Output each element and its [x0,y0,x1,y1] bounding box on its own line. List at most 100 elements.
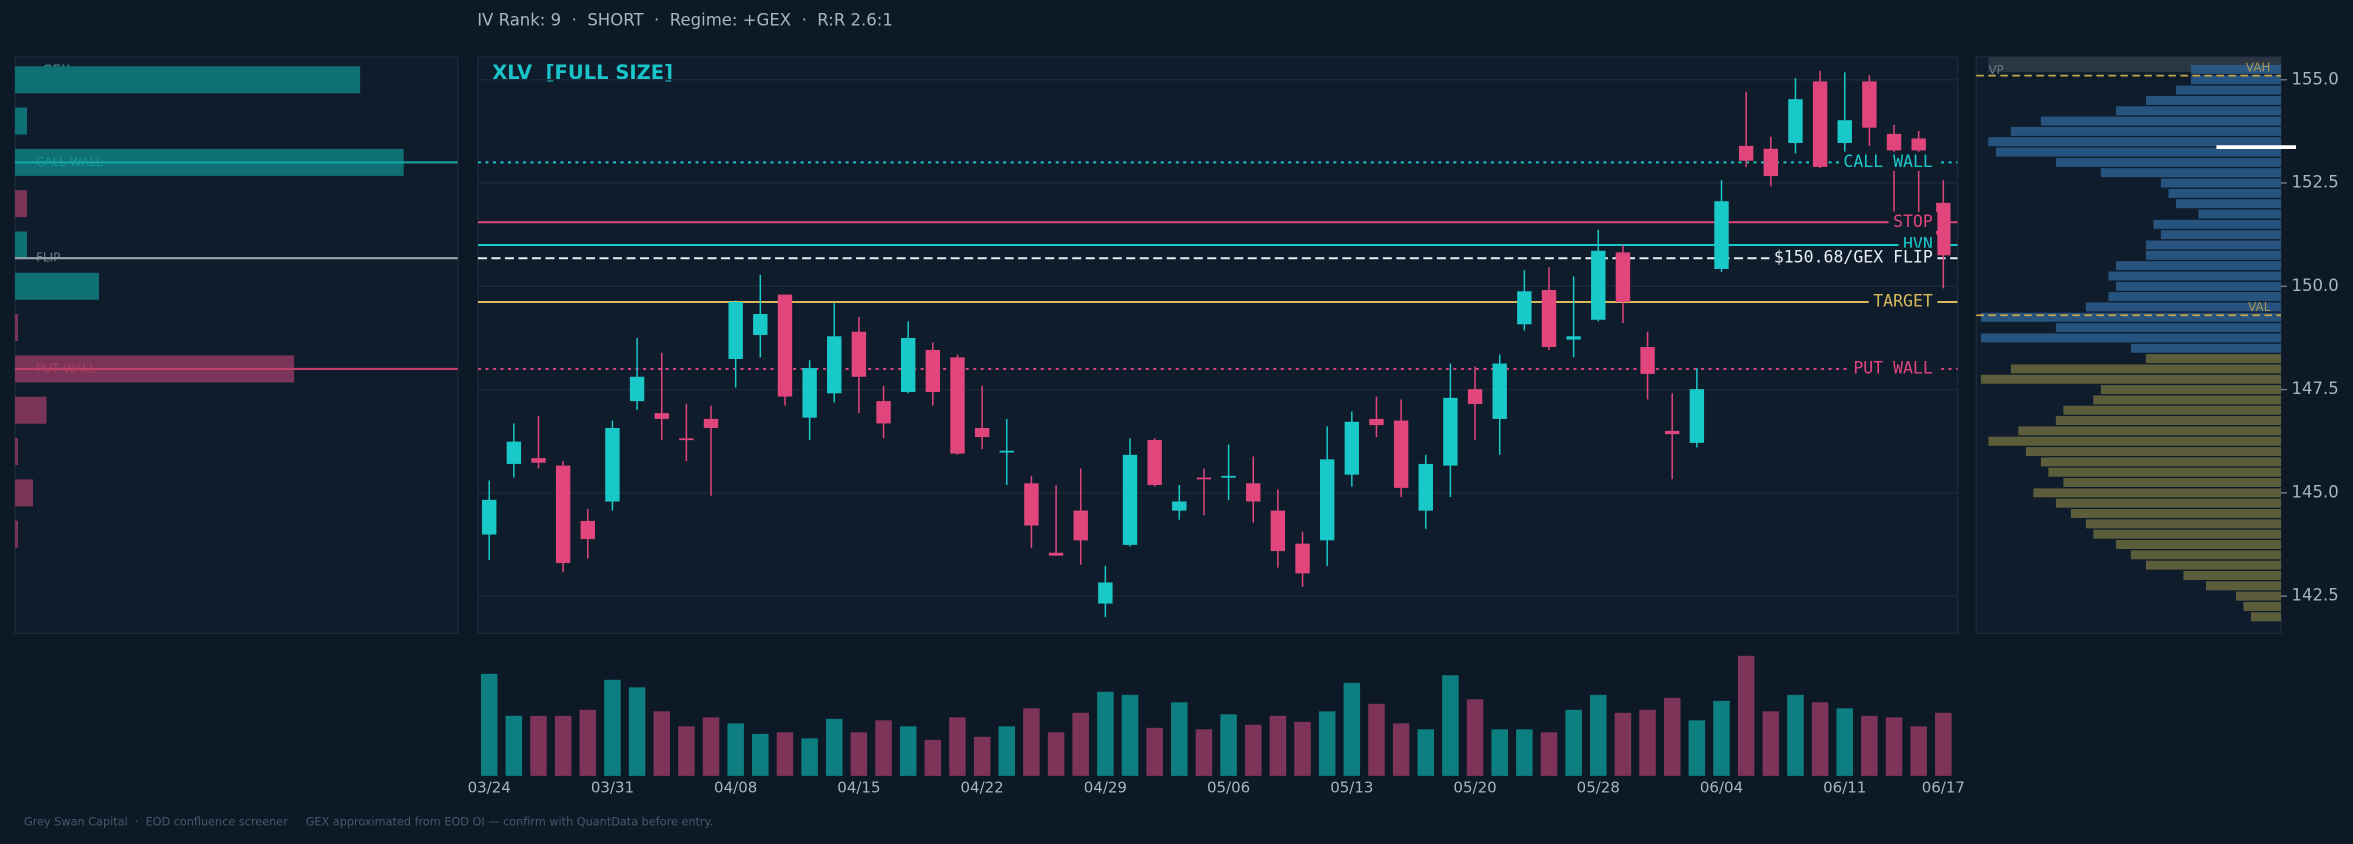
volume-bar [1047,732,1065,776]
candle-body [1738,145,1754,161]
y-tick-label: 142.5 [2291,586,2338,605]
volume-bar [850,732,868,776]
candle-body [1862,81,1877,128]
volume-bar [1171,702,1188,776]
profile-bar [2055,157,2281,167]
candle-body [1246,483,1261,502]
x-tick-label: 04/29 [1084,778,1127,796]
volume-bar [480,673,498,776]
volume-bar [1614,712,1632,776]
profile-bar [2040,457,2281,467]
gex-line-label: PUT WALL [36,361,96,375]
volume-bar [1146,727,1163,776]
profile-bar [2010,364,2281,374]
volume-bar [825,718,843,776]
gex-line-label: FLIP [36,251,60,265]
x-tick-label: 05/06 [1207,778,1250,796]
x-tick-label: 05/28 [1577,778,1620,796]
volume-bar [1343,682,1361,776]
profile-bar [2115,281,2281,291]
volume-bar [579,709,597,776]
candle-body [1541,290,1557,348]
profile-bar [2145,250,2281,260]
profile-bar [2055,323,2281,333]
candle-body [1270,510,1286,552]
candle-body [1443,397,1458,466]
candle-body [1788,99,1803,143]
volume-bar [998,726,1016,776]
volume-bar [924,739,942,776]
y-tick-label: 155.0 [2291,69,2338,88]
footer: Grey Swan Capital · EOD confluence scree… [24,815,713,828]
gex-bar [15,479,34,507]
profile-bar [2040,116,2281,126]
volume-bar [1688,720,1706,776]
candle-body [1936,202,1951,256]
profile-bar [2063,478,2281,488]
volume-bar [1861,715,1878,776]
candle-body [1196,477,1212,480]
candle-body [950,357,965,454]
candle-body [1615,252,1631,303]
gex-bar [15,272,100,300]
profile-bar [2235,591,2281,601]
volume-bar [973,736,991,776]
profile-bar [2175,199,2281,209]
profile-bar [2070,508,2281,518]
profile-bar [2168,188,2281,198]
profile-bar [2010,126,2281,136]
profile-bar [2145,354,2281,364]
profile-bar [2130,343,2281,353]
profile-bar [2145,240,2281,250]
profile-bar [2108,292,2281,302]
header: IV Rank: 9 · SHORT · Regime: +GEX · R:R … [477,11,893,30]
volume-bar [1269,715,1287,776]
volume-bar [1787,694,1804,776]
x-tick-label: 03/31 [591,778,634,796]
candle-body [703,418,719,428]
volume-bar [1097,691,1114,776]
profile-bar [2190,64,2281,74]
candle-body [1911,138,1926,151]
x-tick-label: 03/24 [468,778,511,796]
candle-body [1640,347,1655,374]
profile-bar [2115,261,2281,271]
profile-bar [2250,612,2281,622]
volume-bar [1565,709,1582,776]
x-tick-label: 04/15 [837,778,880,796]
profile-bar [2063,405,2281,415]
candle-body [1024,483,1039,526]
candle-body [1763,148,1779,177]
level-label-bg [1868,291,1938,311]
x-tick-label: 06/11 [1823,778,1866,796]
candle-body [1418,463,1433,511]
volume-bar [1885,717,1903,776]
level-label: CALL WALL [1843,152,1932,171]
candle-body [1048,552,1064,556]
volume-bar [1935,712,1952,776]
x-tick-label: 05/20 [1453,778,1496,796]
volume-bar [1368,703,1385,776]
volume-bar [1663,697,1681,776]
candle-body [482,499,497,535]
gex-bar [15,520,19,548]
x-tick-label: 04/22 [961,778,1004,796]
candle-body [925,349,941,393]
profile-bar [2093,529,2281,539]
volume-bar [530,715,547,776]
profile-bar [2190,75,2281,85]
profile-bar [2205,581,2281,591]
volume-bar [702,717,720,776]
volume-bar [1417,729,1435,776]
volume-bar [505,715,523,776]
volume-bar [1540,732,1558,776]
chart-title: XLV [FULL SIZE] [492,61,673,84]
profile-bar [1980,333,2281,343]
volume-bar [653,711,670,776]
profile-bar [2175,85,2281,95]
gex-bar [15,190,28,218]
profile-bar [2025,447,2281,457]
candle-body [777,294,793,397]
profile-bar [2085,302,2281,312]
profile-bar [2085,519,2281,529]
